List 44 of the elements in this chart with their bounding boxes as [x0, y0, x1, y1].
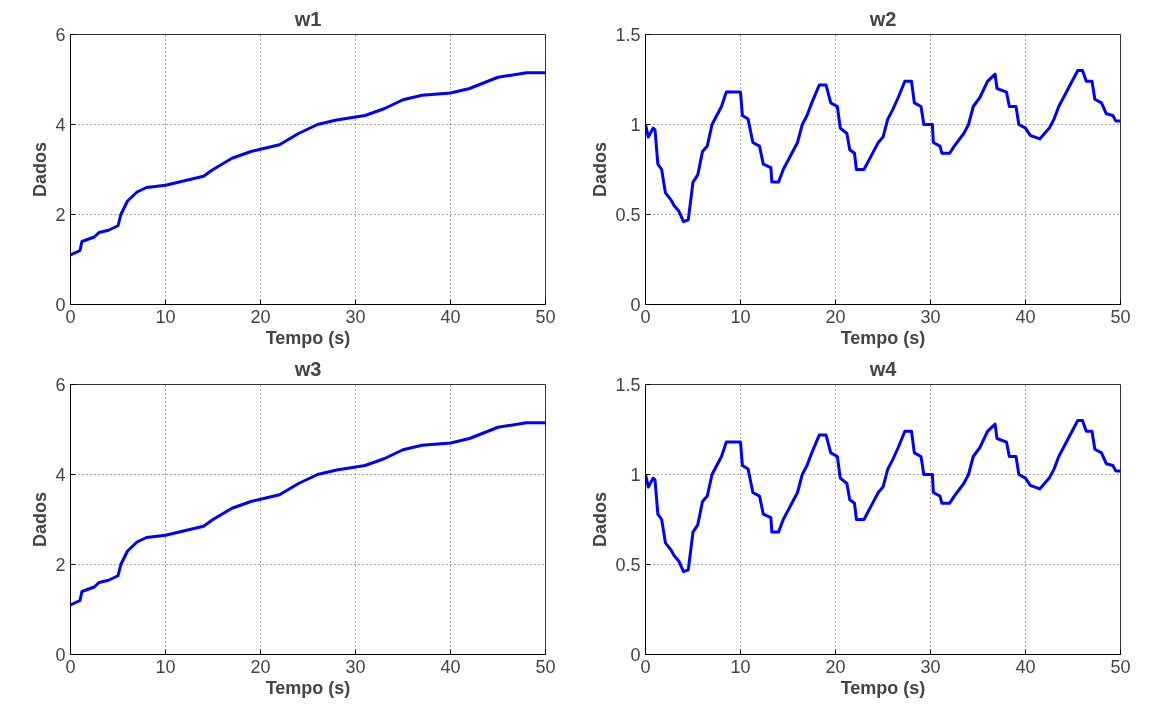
x-axis-title: Tempo (s) — [840, 327, 926, 348]
x-tick-label: 20 — [250, 306, 271, 327]
x-tick-label: 40 — [1015, 656, 1036, 677]
x-tick-label: 10 — [730, 306, 751, 327]
y-tick-label: 2 — [55, 205, 66, 225]
x-tick-label: 10 — [155, 306, 176, 327]
y-tick-label: 6 — [55, 375, 66, 395]
y-tick-label: 4 — [55, 465, 66, 485]
y-tick-label: 1.5 — [615, 25, 641, 45]
x-tick-label: 20 — [250, 656, 271, 677]
x-tick-label: 50 — [1110, 656, 1131, 677]
chart-title: w4 — [868, 357, 898, 380]
y-tick-label: 4 — [55, 115, 66, 135]
y-axis-title: Dados — [590, 491, 611, 548]
x-tick-label: 10 — [730, 656, 751, 677]
y-axis-title: Dados — [590, 141, 611, 198]
x-tick-label: 40 — [440, 656, 461, 677]
chart-title: w2 — [868, 7, 897, 30]
x-tick-label: 30 — [345, 656, 366, 677]
y-tick-label: 6 — [55, 25, 66, 45]
y-tick-label: 0.5 — [615, 555, 641, 575]
y-tick-label: 0.5 — [615, 205, 641, 225]
y-tick-label: 2 — [55, 555, 66, 575]
x-tick-label: 50 — [535, 306, 556, 327]
chart-title: w1 — [293, 7, 322, 30]
x-tick-label: 30 — [345, 306, 366, 327]
y-axis-title: Dados — [30, 491, 51, 548]
y-tick-label: 1.5 — [615, 375, 641, 395]
x-tick-label: 40 — [1015, 306, 1036, 327]
x-tick-label: 50 — [1110, 306, 1131, 327]
x-tick-label: 30 — [920, 306, 941, 327]
x-tick-label: 50 — [535, 656, 556, 677]
chart-title: w3 — [293, 357, 322, 380]
x-tick-label: 40 — [440, 306, 461, 327]
x-tick-label: 20 — [825, 306, 846, 327]
x-tick-label: 10 — [155, 656, 176, 677]
x-axis-title: Tempo (s) — [265, 327, 351, 348]
x-tick-label: 30 — [920, 656, 941, 677]
y-axis-title: Dados — [30, 141, 51, 198]
x-axis-title: Tempo (s) — [265, 677, 351, 698]
y-tick-label: 1 — [630, 465, 641, 485]
x-tick-label: 20 — [825, 656, 846, 677]
y-tick-label: 1 — [630, 115, 641, 135]
x-axis-title: Tempo (s) — [840, 677, 926, 698]
